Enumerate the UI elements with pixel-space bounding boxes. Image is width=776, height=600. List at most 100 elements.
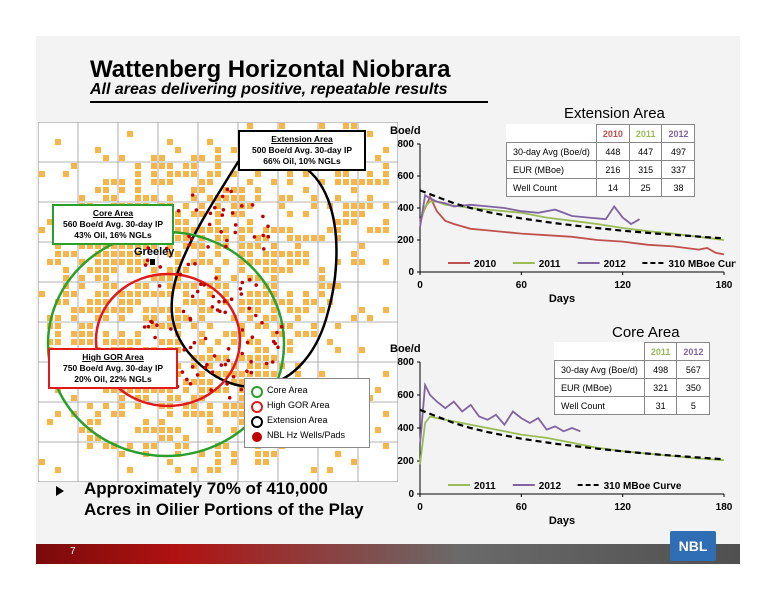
acreage-cell	[383, 219, 389, 225]
acreage-cell	[303, 251, 309, 257]
well-dot	[240, 280, 245, 285]
well-dot	[279, 324, 284, 329]
well-dot	[240, 351, 244, 356]
acreage-cell	[39, 291, 45, 297]
well-dot	[178, 272, 183, 277]
acreage-cell	[231, 427, 237, 433]
acreage-cell	[183, 235, 189, 241]
acreage-cell	[319, 235, 325, 241]
acreage-cell	[95, 187, 101, 193]
acreage-cell	[79, 339, 85, 345]
legend-label: 2011	[474, 481, 496, 492]
core-chart: 0 200 400 600 800 0 60 120 180 Boe/d Days 2011 2012 3…	[382, 338, 736, 538]
acreage-cell	[247, 243, 253, 249]
acreage-cell	[231, 451, 237, 457]
acreage-cell	[183, 443, 189, 449]
well-dot	[250, 203, 255, 207]
acreage-cell	[263, 251, 269, 257]
core-table: 2011 2012 30-day Avg (Boe/d) 498 567 EUR…	[554, 342, 711, 415]
acreage-cell	[183, 435, 189, 441]
acreage-cell	[87, 307, 93, 313]
well-dot	[219, 230, 223, 234]
legend-label: 2010	[474, 259, 497, 270]
well-dot	[224, 244, 228, 249]
well-dot	[275, 330, 279, 335]
acreage-cell	[175, 395, 181, 401]
acreage-cell	[239, 195, 245, 201]
acreage-cell	[215, 467, 221, 473]
well-dot	[157, 284, 162, 288]
well-dot	[150, 320, 154, 324]
acreage-cell	[287, 227, 293, 233]
acreage-cell	[175, 251, 181, 257]
well-dot	[180, 370, 185, 374]
well-dot	[222, 299, 227, 304]
well-dot	[273, 341, 277, 346]
acreage-cell	[111, 195, 117, 201]
acreage-cell	[119, 403, 125, 409]
acreage-cell	[119, 451, 125, 457]
acreage-cell	[199, 379, 205, 385]
acreage-cell	[175, 323, 181, 329]
acreage-cell	[239, 211, 245, 217]
acreage-cell	[175, 315, 181, 321]
acreage-cell	[207, 259, 213, 265]
acreage-cell	[119, 395, 125, 401]
acreage-cell	[287, 323, 293, 329]
acreage-cell	[151, 291, 157, 297]
acreage-cell	[183, 283, 189, 289]
acreage-cell	[231, 331, 237, 337]
acreage-cell	[135, 291, 141, 297]
acreage-cell	[199, 259, 205, 265]
acreage-cell	[135, 339, 141, 345]
acreage-cell	[103, 179, 109, 185]
acreage-cell	[255, 291, 261, 297]
table-row: 30-day Avg (Boe/d) 498 567	[554, 360, 711, 379]
acreage-cell	[271, 307, 277, 313]
acreage-cell	[111, 443, 117, 449]
acreage-cell	[191, 299, 197, 305]
title-rule	[90, 101, 488, 103]
table-header: 2011	[628, 124, 663, 143]
core-callout: Core Area 560 Boe/d Avg. 30-day IP 43% O…	[52, 204, 174, 245]
well-dot	[219, 363, 224, 367]
acreage-cell	[287, 211, 293, 217]
acreage-cell	[183, 411, 189, 417]
acreage-cell	[287, 195, 293, 201]
acreage-cell	[359, 211, 365, 217]
acreage-cell	[279, 267, 285, 273]
well-dot	[187, 234, 191, 239]
y-tick-label: 800	[397, 139, 414, 150]
key-point-line2: Acres in Oilier Portions of the Play	[84, 500, 364, 519]
core-chart-title: Core Area	[612, 324, 680, 341]
well-dot	[247, 306, 252, 311]
extension-chart: 0 200 400 600 800 0 60 120 180 Boe/d Days 2010 2011 2…	[382, 120, 740, 316]
acreage-cell	[215, 275, 221, 281]
acreage-cell	[231, 203, 237, 209]
well-dot	[238, 287, 243, 291]
acreage-cell	[215, 443, 221, 449]
well-dot	[185, 377, 189, 382]
acreage-cell	[71, 163, 77, 169]
acreage-cell	[103, 331, 109, 337]
acreage-cell	[215, 251, 221, 257]
well-dot	[217, 299, 221, 304]
acreage-cell	[359, 203, 365, 209]
acreage-cell	[39, 459, 45, 465]
well-dot	[206, 245, 210, 249]
well-dot	[262, 247, 266, 251]
well-dot	[212, 354, 217, 358]
acreage-cell	[167, 251, 173, 257]
acreage-cell	[63, 267, 69, 273]
acreage-cell	[55, 251, 61, 257]
acreage-cell	[207, 363, 213, 369]
acreage-cell	[95, 243, 101, 249]
table-header: 2012	[661, 124, 696, 143]
table-row: Well Count 14 25 38	[506, 178, 696, 197]
acreage-cell	[351, 187, 357, 193]
well-dot	[266, 224, 270, 229]
acreage-cell	[327, 283, 333, 289]
acreage-cell	[55, 467, 61, 473]
acreage-cell	[215, 171, 221, 177]
acreage-cell	[95, 291, 101, 297]
